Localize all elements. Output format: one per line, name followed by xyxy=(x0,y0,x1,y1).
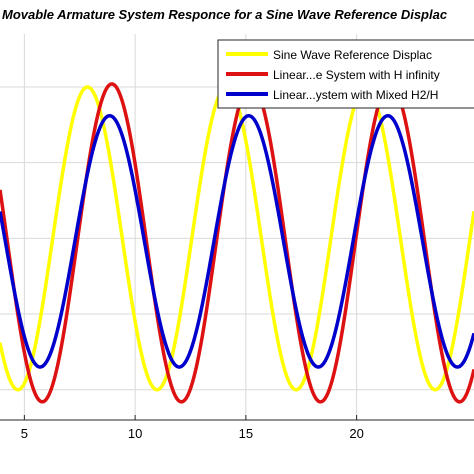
chart-title: Movable Armature System Responce for a S… xyxy=(2,7,448,22)
legend-entry-1: Sine Wave Reference Displac xyxy=(273,48,432,62)
x-axis-ticks: 5 10 15 20 xyxy=(21,415,364,441)
grid xyxy=(0,34,474,420)
legend: Sine Wave Reference Displac Linear...e S… xyxy=(217,39,474,109)
series-line-3 xyxy=(0,113,474,369)
x-tick-label: 5 xyxy=(21,426,28,441)
legend-entry-2: Linear...e System with H infinity xyxy=(273,68,440,82)
x-tick-label: 20 xyxy=(349,426,363,441)
x-tick-label: 10 xyxy=(128,426,142,441)
x-tick-label: 15 xyxy=(239,426,253,441)
legend-entry-3: Linear...ystem with Mixed H2/H xyxy=(273,88,438,102)
